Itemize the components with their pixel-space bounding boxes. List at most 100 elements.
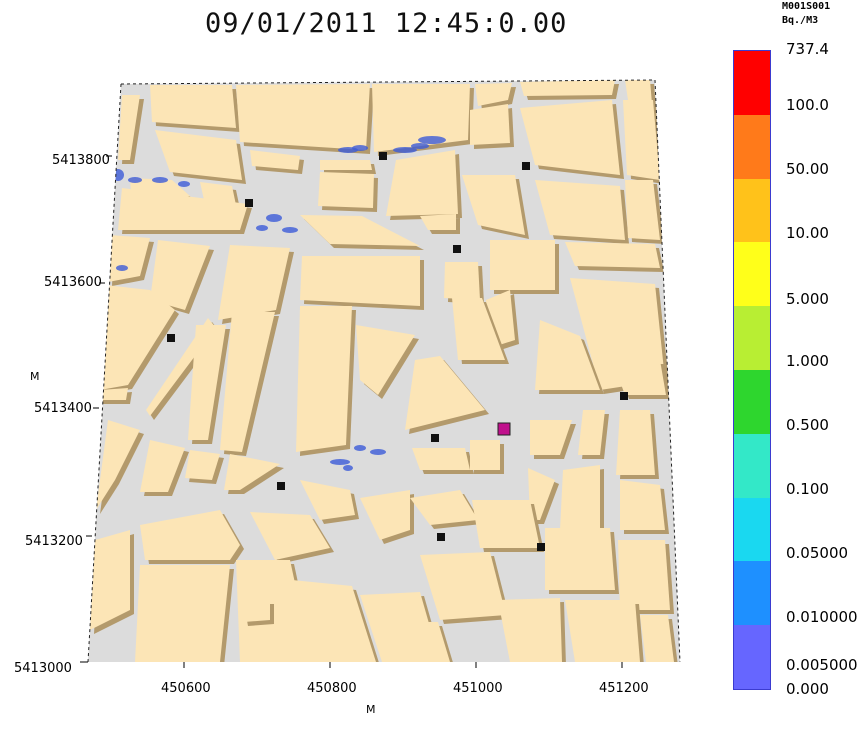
- colorbar-band: [734, 625, 770, 689]
- building-block: [520, 100, 620, 175]
- colorbar-level-label: 5.000: [786, 290, 829, 308]
- colorbar-band: [734, 51, 770, 115]
- building-block: [188, 325, 226, 440]
- building-block: [90, 530, 130, 630]
- building-block: [410, 490, 478, 525]
- building-block: [224, 454, 280, 490]
- plot-title: 09/01/2011 12:45:0.00: [205, 8, 568, 39]
- building-block: [185, 450, 220, 480]
- receptor-marker: [522, 162, 530, 170]
- source-marker: [497, 422, 511, 436]
- colorbar-band: [734, 114, 770, 179]
- building-block: [236, 84, 370, 150]
- building-block: [640, 615, 674, 662]
- receptor-marker: [379, 152, 387, 160]
- building-block: [620, 480, 665, 530]
- building-block: [300, 215, 420, 246]
- building-blocks: [90, 80, 678, 662]
- colorbar-level-label: 737.4: [786, 40, 829, 58]
- building-block: [616, 410, 655, 475]
- plume-patch: [330, 459, 350, 465]
- building-block: [356, 325, 415, 395]
- colorbar-band: [734, 306, 770, 370]
- plume-patch: [418, 136, 446, 144]
- receptor-marker: [453, 245, 461, 253]
- building-block: [155, 130, 242, 180]
- building-block: [220, 312, 275, 452]
- plume-patch: [343, 465, 353, 471]
- building-block: [100, 285, 175, 390]
- building-block: [300, 256, 420, 306]
- building-block: [623, 100, 660, 180]
- building-block: [360, 490, 410, 540]
- building-block: [520, 80, 615, 96]
- receptor-marker: [167, 334, 175, 342]
- legend-unit: Bq./M3: [782, 15, 819, 26]
- colorbar-level-label: 0.000: [786, 680, 829, 698]
- plume-patch: [178, 181, 190, 187]
- colorbar-level-label: 10.00: [786, 224, 829, 242]
- building-block: [98, 388, 128, 400]
- map-outline-left: [87, 83, 122, 663]
- building-block: [412, 448, 470, 470]
- colorbar-band: [734, 561, 770, 626]
- y-axis-unit: M: [30, 370, 40, 383]
- building-block: [535, 180, 625, 240]
- receptor-marker: [245, 199, 253, 207]
- y-tick-label: 5413400: [34, 401, 92, 416]
- building-block: [292, 580, 376, 662]
- colorbar-level-label: 0.500: [786, 416, 829, 434]
- plume-patch: [370, 449, 386, 455]
- legend-variable: M001S001: [782, 1, 831, 12]
- plume-patch: [354, 445, 366, 451]
- colorbar-level-label: 50.00: [786, 160, 829, 178]
- receptor-markers: [167, 152, 628, 551]
- building-block: [475, 83, 512, 106]
- building-block: [472, 500, 540, 548]
- building-block: [405, 356, 485, 430]
- building-block: [498, 598, 562, 662]
- building-block: [535, 320, 600, 390]
- building-block: [96, 420, 140, 510]
- building-block: [150, 240, 210, 310]
- building-block: [140, 440, 185, 492]
- building-block: [318, 172, 374, 208]
- building-block: [250, 150, 300, 170]
- colorbar-level-label: 100.0: [786, 96, 829, 114]
- building-block: [408, 622, 450, 662]
- building-block: [560, 465, 600, 530]
- building-block: [528, 468, 555, 520]
- building-block: [320, 160, 372, 170]
- plume-patch: [266, 214, 282, 222]
- y-tick-label: 5413600: [44, 275, 102, 290]
- plume-patch: [116, 265, 128, 271]
- building-block: [612, 360, 666, 395]
- x-tick-label: 450800: [307, 681, 357, 696]
- building-block: [250, 512, 330, 560]
- y-tick-label: 5413800: [52, 153, 110, 168]
- building-block: [296, 306, 352, 452]
- building-block: [452, 298, 505, 360]
- x-axis-unit: M: [366, 703, 376, 716]
- colorbar-band: [734, 497, 770, 562]
- receptor-marker: [537, 543, 545, 551]
- building-block: [625, 80, 652, 104]
- colorbar-level-label: 0.005000: [786, 656, 858, 674]
- x-tick-label: 451200: [599, 681, 649, 696]
- plume-patch: [393, 147, 417, 153]
- building-block: [218, 245, 290, 320]
- building-block: [490, 240, 555, 290]
- building-block: [140, 510, 240, 560]
- receptor-marker: [431, 434, 439, 442]
- building-block: [618, 540, 670, 610]
- building-block: [444, 262, 480, 300]
- receptor-marker: [620, 392, 628, 400]
- building-block: [300, 480, 355, 520]
- plume-patch: [112, 169, 124, 181]
- x-tick-label: 450600: [161, 681, 211, 696]
- x-tick-label: 451000: [453, 681, 503, 696]
- building-block: [240, 600, 270, 622]
- y-tick-label: 5413000: [14, 661, 72, 676]
- colorbar-band: [734, 369, 770, 434]
- building-block: [565, 242, 660, 268]
